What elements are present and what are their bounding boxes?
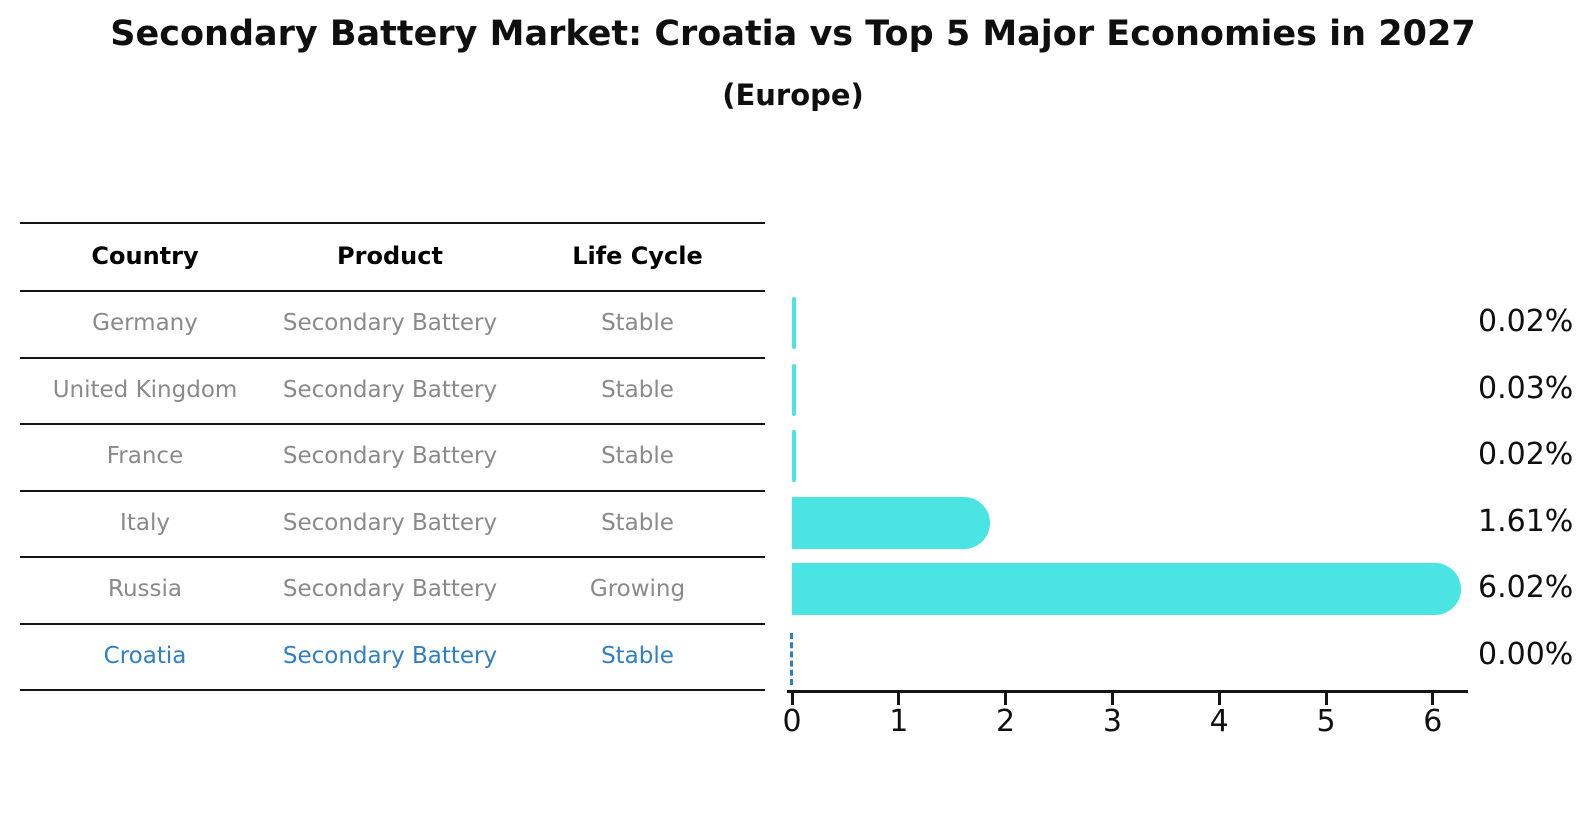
product-cell: Secondary Battery	[282, 642, 498, 669]
country-cell: United Kingdom	[52, 376, 238, 403]
product-cell: Secondary Battery	[282, 509, 498, 536]
table-divider	[20, 290, 765, 292]
bar-germany	[792, 297, 796, 350]
value-label-russia: 6.02%	[1478, 570, 1574, 606]
product-cell: Secondary Battery	[282, 376, 498, 403]
x-axis-tick	[1217, 693, 1221, 705]
life-cycle-cell: Growing	[589, 576, 686, 603]
column-header-product: Product	[337, 242, 443, 270]
life-cycle-cell: Stable	[601, 443, 674, 470]
chart-title: Secondary Battery Market: Croatia vs Top…	[110, 14, 1476, 54]
country-cell: Croatia	[103, 642, 187, 669]
bar-italy	[792, 496, 990, 549]
x-axis-tick-label: 5	[1316, 704, 1336, 739]
table-header-row: Country Product Life Cycle	[20, 222, 765, 290]
table-divider	[20, 490, 765, 492]
table-divider	[20, 357, 765, 359]
x-axis-tick-label: 4	[1209, 704, 1229, 739]
value-label-united-kingdom: 0.03%	[1478, 370, 1574, 406]
x-axis-tick-label: 3	[1102, 704, 1122, 739]
value-label-italy: 1.61%	[1478, 503, 1574, 539]
life-cycle-cell: Stable	[601, 642, 674, 669]
x-axis-tick	[1324, 693, 1328, 705]
table-divider	[20, 623, 765, 625]
table-divider	[20, 423, 765, 425]
chart-subtitle: (Europe)	[722, 78, 864, 112]
x-axis-tick	[1431, 693, 1435, 705]
value-label-croatia: 0.00%	[1478, 636, 1574, 672]
product-cell: Secondary Battery	[282, 443, 498, 470]
x-axis-tick-label: 0	[782, 704, 802, 739]
table-row-united-kingdom: United Kingdom Secondary Battery Stable	[20, 357, 765, 424]
x-axis-tick-label: 6	[1423, 704, 1443, 739]
country-cell: Italy	[120, 509, 170, 536]
value-label-france: 0.02%	[1478, 437, 1574, 473]
croatia-zero-marker	[790, 632, 793, 685]
product-cell: Secondary Battery	[282, 310, 498, 337]
table-row-france: France Secondary Battery Stable	[20, 423, 765, 490]
x-axis-tick	[790, 693, 794, 705]
country-cell: Russia	[108, 576, 182, 603]
value-label-germany: 0.02%	[1478, 304, 1574, 340]
bar-france	[792, 430, 796, 483]
table-divider	[20, 689, 765, 691]
table-divider	[20, 556, 765, 558]
x-axis-tick	[897, 693, 901, 705]
table-divider	[20, 222, 765, 224]
life-cycle-cell: Stable	[601, 509, 674, 536]
x-axis-tick	[1004, 693, 1008, 705]
x-axis-tick-label: 1	[889, 704, 909, 739]
table-row-italy: Italy Secondary Battery Stable	[20, 490, 765, 557]
life-cycle-cell: Stable	[601, 310, 674, 337]
life-cycle-cell: Stable	[601, 376, 674, 403]
column-header-life-cycle: Life Cycle	[572, 242, 703, 270]
bar-united-kingdom	[792, 363, 796, 416]
x-axis-tick-label: 2	[996, 704, 1016, 739]
table-row-croatia: Croatia Secondary Battery Stable	[20, 623, 765, 690]
table-row-russia: Russia Secondary Battery Growing	[20, 556, 765, 623]
x-axis-line	[787, 690, 1468, 693]
country-cell: Germany	[92, 310, 198, 337]
country-cell: France	[106, 443, 184, 470]
product-cell: Secondary Battery	[282, 576, 498, 603]
bar-russia	[792, 563, 1461, 616]
table-row-germany: Germany Secondary Battery Stable	[20, 290, 765, 357]
x-axis-tick	[1110, 693, 1114, 705]
column-header-country: Country	[91, 242, 199, 270]
